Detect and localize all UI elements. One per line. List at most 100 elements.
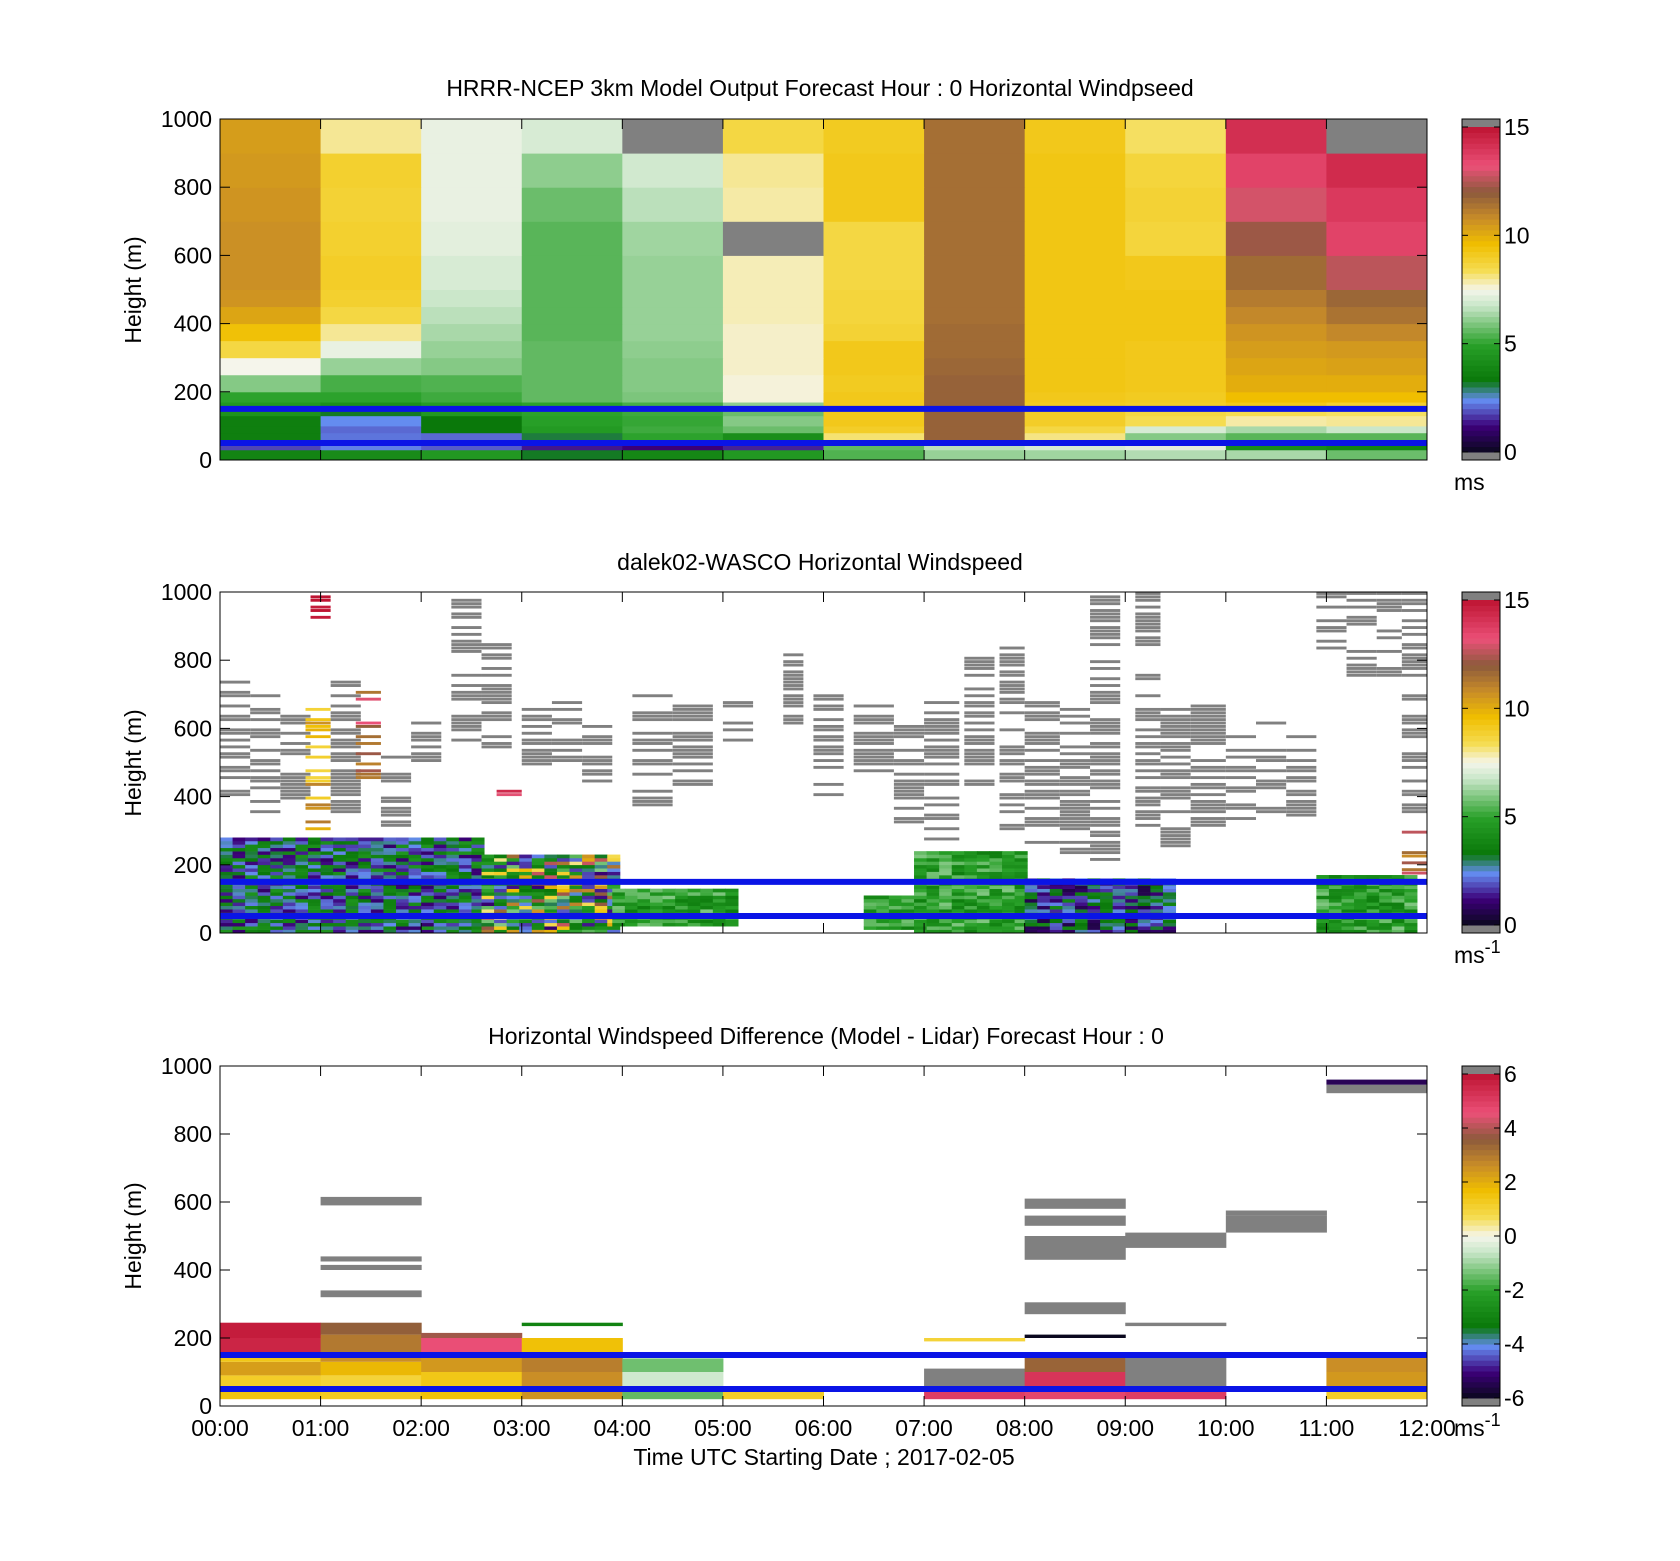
- lidar-bin: [964, 857, 978, 862]
- lidar-bin: [451, 728, 482, 732]
- lidar-bin: [245, 895, 259, 900]
- lidar-bin: [345, 857, 359, 862]
- colorbar-swatch: [1462, 1122, 1500, 1129]
- lidar-bin: [408, 868, 422, 872]
- colorbar-swatch: [1462, 811, 1500, 818]
- lidar-bin: [383, 926, 397, 930]
- lidar-bin: [506, 902, 520, 907]
- colorbar-swatch: [1462, 1252, 1500, 1259]
- colorbar-swatch: [1462, 294, 1500, 301]
- lidar-bin: [1090, 684, 1121, 687]
- heatmap-cell: [1024, 119, 1126, 154]
- lidar-bin: [632, 789, 673, 793]
- lidar-bin: [1225, 765, 1257, 769]
- lidar-bin: [411, 759, 442, 762]
- colorbar-swatch: [1462, 311, 1500, 318]
- lidar-bin: [333, 892, 347, 896]
- lidar-bin: [370, 844, 384, 849]
- lidar-bin: [383, 861, 397, 866]
- lidar-bin: [1062, 926, 1076, 930]
- lidar-bin: [282, 875, 296, 879]
- lidar-bin: [481, 929, 495, 933]
- lidar-bin: [531, 929, 545, 933]
- lidar-bin: [1062, 929, 1076, 933]
- lidar-bin: [232, 844, 246, 849]
- colorbar-tick-label: 5: [1504, 804, 1517, 830]
- lidar-bin: [245, 875, 259, 879]
- colorbar-swatch: [1462, 1209, 1500, 1215]
- lidar-bin: [458, 898, 472, 903]
- lidar-bin: [924, 817, 960, 820]
- lidar-bin: [939, 926, 953, 930]
- lidar-bin: [433, 847, 447, 852]
- lidar-bin: [1137, 926, 1151, 930]
- lidar-bin: [853, 759, 894, 762]
- colorbar-tick-label: 0: [1504, 912, 1517, 938]
- lidar-bin: [939, 851, 953, 855]
- lidar-bin: [1137, 888, 1151, 893]
- lidar-bin: [783, 680, 804, 684]
- lidar-bin: [1024, 926, 1038, 930]
- lidar-bin: [411, 738, 442, 742]
- difference-cell: [1024, 1302, 1126, 1315]
- lidar-bin: [1354, 875, 1368, 879]
- heatmap-cell: [320, 391, 422, 403]
- y-tick-label: 200: [174, 379, 212, 405]
- lidar-bin: [1059, 752, 1091, 756]
- lidar-bin: [358, 895, 372, 900]
- lidar-bin: [1401, 602, 1427, 606]
- lidar-bin: [1190, 793, 1226, 797]
- heatmap-cell: [924, 402, 1026, 410]
- lidar-bin: [320, 837, 334, 842]
- lidar-bin: [446, 864, 460, 869]
- lidar-bin: [1087, 885, 1101, 889]
- lidar-bin: [220, 769, 251, 773]
- lidar-bin: [270, 892, 284, 896]
- lidar-bin: [421, 871, 435, 876]
- lidar-bin: [569, 885, 583, 889]
- lidar-bin: [519, 919, 533, 924]
- lidar-bin: [672, 735, 713, 739]
- lidar-bin: [380, 800, 412, 803]
- lidar-bin: [433, 888, 447, 893]
- lidar-bin: [951, 919, 965, 924]
- lidar-bin: [282, 926, 296, 930]
- lidar-bin: [939, 892, 953, 896]
- lidar-bin: [556, 905, 571, 910]
- colorbar-swatch: [1462, 1333, 1500, 1340]
- lidar-bin: [624, 905, 638, 910]
- lidar-bin: [458, 864, 472, 869]
- lidar-bin: [494, 892, 508, 896]
- lidar-bin: [270, 898, 284, 903]
- lidar-bin: [232, 888, 246, 893]
- heatmap-cell: [924, 255, 1026, 290]
- lidar-bin: [370, 895, 384, 900]
- lidar-bin: [1074, 929, 1089, 933]
- lidar-bin: [1090, 844, 1121, 848]
- lidar-bin: [496, 793, 522, 797]
- lidar-bin: [1346, 663, 1377, 667]
- lidar-bin: [1190, 738, 1226, 742]
- heatmap-cell: [823, 221, 925, 256]
- lidar-bin: [926, 851, 940, 855]
- lidar-bin: [305, 803, 331, 807]
- lidar-bin: [1341, 909, 1355, 913]
- lidar-bin: [1125, 885, 1139, 889]
- lidar-bin: [1162, 898, 1177, 903]
- lidar-bin: [989, 922, 1003, 927]
- lidar-bin: [433, 898, 447, 903]
- lidar-bin: [308, 871, 322, 876]
- lidar-bin: [853, 731, 894, 735]
- lidar-bin: [295, 868, 309, 872]
- lidar-bin: [408, 892, 422, 896]
- lidar-bin: [1024, 735, 1060, 739]
- lidar-bin: [481, 745, 512, 749]
- lidar-bin: [951, 875, 965, 879]
- lidar-bin: [220, 875, 234, 879]
- lidar-bin: [519, 888, 533, 893]
- lidar-bin: [519, 864, 533, 869]
- lidar-bin: [1401, 871, 1427, 875]
- lidar-bin: [1024, 909, 1038, 913]
- lidar-bin: [1346, 670, 1377, 674]
- lidar-bin: [1062, 888, 1076, 893]
